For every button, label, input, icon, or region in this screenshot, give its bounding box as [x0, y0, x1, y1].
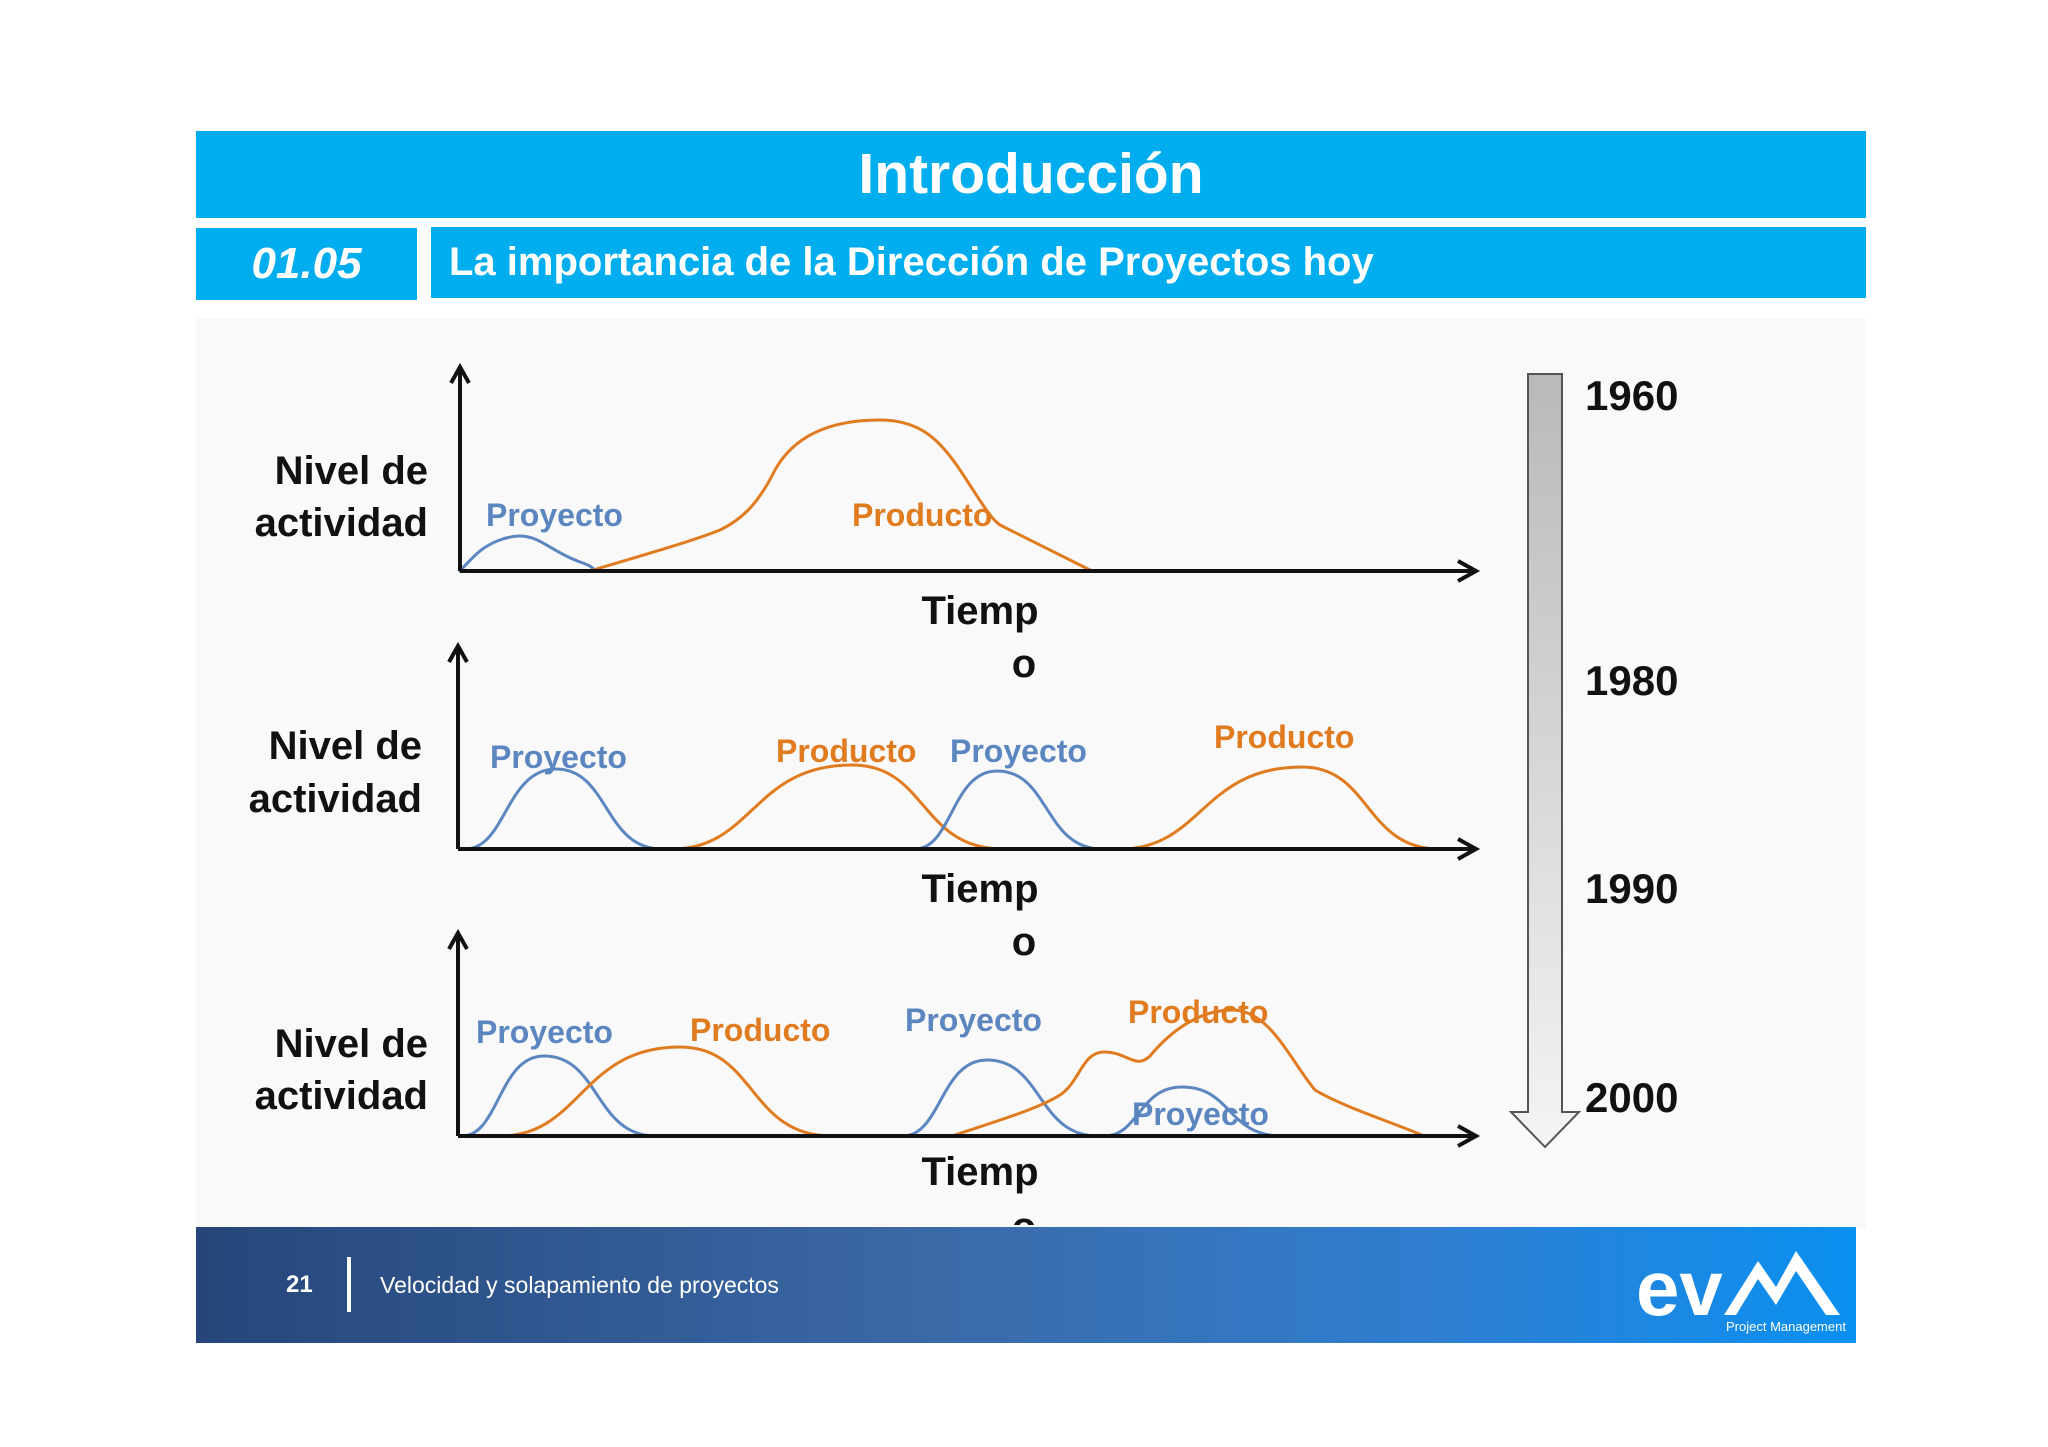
panel-3-curve-producto-2 — [498, 1045, 834, 1138]
panel-3-x-axis-label-line-1: Tiemp — [921, 1150, 1038, 1194]
panel-2-x-axis-label-line-1: Tiemp — [921, 867, 1038, 911]
panel-1-curve-proyecto-1 — [458, 534, 598, 573]
panel-2-curve-proyecto-3 — [913, 769, 1104, 851]
panel-3-curve-proyecto-3 — [901, 1058, 1100, 1138]
panel-3-label-proyecto-1: Proyecto — [476, 1014, 613, 1050]
logo-letters: ev — [1636, 1244, 1723, 1332]
footer-caption: Velocidad y solapamiento de proyectos — [380, 1272, 779, 1298]
panel-3-curve-proyecto-5 — [1102, 1085, 1284, 1138]
section-number: 01.05 — [196, 228, 417, 300]
panel-1-y-axis-label-line-2: actividad — [255, 501, 428, 545]
panel-3-y-axis-label-line-1: Nivel de — [275, 1022, 428, 1066]
panel-3-x-axis-arrowhead — [1457, 1124, 1481, 1148]
panel-2-x-axis-label-line-2: o — [1012, 920, 1036, 964]
panel-2-y-axis-arrowhead — [447, 641, 469, 663]
panel-1-label-producto-2: Producto — [852, 497, 992, 533]
timeline-year-1960: 1960 — [1585, 372, 1678, 419]
panel-3-y-axis-arrowhead — [447, 928, 469, 950]
panel-2-label-producto-2: Producto — [776, 733, 916, 769]
panel-1-x-axis-label-line-2: o — [1012, 642, 1036, 686]
logo-subtext: Project Management — [1726, 1319, 1846, 1334]
panel-2-curve-producto-4 — [1118, 765, 1442, 851]
footer-bar: 21 Velocidad y solapamiento de proyectos… — [196, 1227, 1856, 1343]
timeline-year-1980: 1980 — [1585, 657, 1678, 704]
panel-3-curve-producto-4 — [950, 1008, 1426, 1138]
page-title: Introducción — [196, 131, 1866, 218]
timeline-arrow — [1508, 373, 1582, 1149]
panel-1-y-axis-label-line-1: Nivel de — [275, 449, 428, 493]
panel-2-label-proyecto-3: Proyecto — [950, 733, 1087, 769]
panel-1-x-axis-label-line-1: Tiemp — [921, 589, 1038, 633]
panel-2-label-proyecto-1: Proyecto — [490, 739, 627, 775]
panel-1-y-axis-arrowhead — [449, 362, 471, 384]
panel-3-label-proyecto-3: Proyecto — [905, 1002, 1042, 1038]
panel-3-x-axis-label-line-2: o — [1012, 1205, 1036, 1249]
panel-1-x-axis-arrowhead — [1457, 559, 1481, 583]
diagram-background — [196, 318, 1866, 1228]
section-title: La importancia de la Dirección de Proyec… — [431, 227, 1866, 298]
panel-2-y-axis-label-line-2: actividad — [249, 777, 422, 821]
panel-2-y-axis-label-line-1: Nivel de — [269, 724, 422, 768]
timeline-year-1990: 1990 — [1585, 865, 1678, 912]
panel-3-y-axis-label-line-2: actividad — [255, 1074, 428, 1118]
logo-mountain-mark — [1724, 1251, 1840, 1315]
panel-3-label-proyecto-5: Proyecto — [1132, 1096, 1269, 1132]
footer-divider — [347, 1257, 351, 1312]
panel-3-label-producto-2: Producto — [690, 1012, 830, 1048]
panel-1-curve-producto-2 — [588, 418, 1094, 573]
panel-3-label-producto-4: Producto — [1128, 994, 1268, 1030]
panel-1-label-proyecto-1: Proyecto — [486, 497, 623, 533]
panel-3-curve-proyecto-1 — [460, 1054, 658, 1138]
page-number: 21 — [286, 1271, 313, 1298]
panel-2-curve-proyecto-1 — [463, 767, 664, 851]
panel-2-x-axis-arrowhead — [1457, 837, 1481, 861]
timeline-year-2000: 2000 — [1585, 1074, 1678, 1121]
panel-2-label-producto-4: Producto — [1214, 719, 1354, 755]
panel-2-curve-producto-2 — [670, 763, 1005, 851]
evm-logo: ev Project Management — [1636, 1244, 1846, 1334]
